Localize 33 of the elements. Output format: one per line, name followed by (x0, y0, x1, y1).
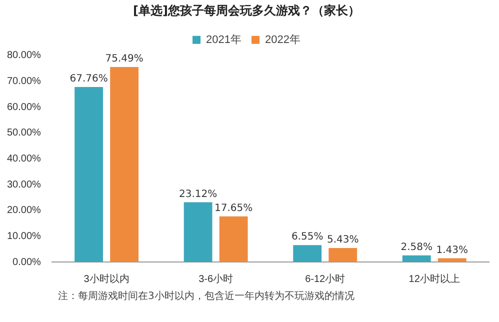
bar (402, 255, 431, 262)
x-tick-label: 3小时以内 (84, 272, 130, 285)
data-label: 6.55% (291, 232, 324, 243)
bar (219, 216, 248, 262)
data-label: 2.58% (400, 242, 432, 253)
data-label: 67.76% (70, 74, 108, 85)
bar (328, 248, 358, 262)
legend-label: 2021年 (206, 34, 242, 46)
y-tick-label: 10.00% (6, 230, 42, 242)
y-tick-label: 80.00% (6, 50, 42, 62)
bar (74, 87, 103, 262)
data-label: 75.49% (105, 54, 144, 65)
bar (293, 245, 322, 262)
y-tick-label: 60.00% (6, 102, 42, 113)
x-tick-label: 3-6小时 (198, 272, 234, 285)
bar (438, 258, 466, 262)
y-tick-label: 50.00% (6, 128, 42, 139)
y-tick-label: 0.00% (12, 256, 42, 268)
y-tick-label: 70.00% (6, 76, 42, 87)
bar (110, 67, 139, 262)
text: 注：每周游戏时间在3小时以内，包含近一年内转为不玩游戏的情况 (58, 290, 356, 304)
bar (184, 202, 212, 262)
data-label: 1.43% (436, 244, 468, 256)
y-tick-label: 30.00% (6, 179, 42, 190)
data-label: 17.65% (214, 203, 253, 214)
y-tick-label: 20.00% (6, 205, 42, 216)
x-tick-label: 12小时以上 (408, 272, 460, 285)
data-label: 5.43% (326, 234, 359, 246)
x-tick-label: 6-12小时 (305, 272, 346, 285)
y-tick-label: 40.00% (6, 153, 42, 164)
data-label: 23.12% (178, 188, 218, 200)
chart-title: [单选]您孩子每周会玩多久游戏？（家长） (133, 3, 360, 18)
legend-label: 2022年 (265, 34, 300, 46)
